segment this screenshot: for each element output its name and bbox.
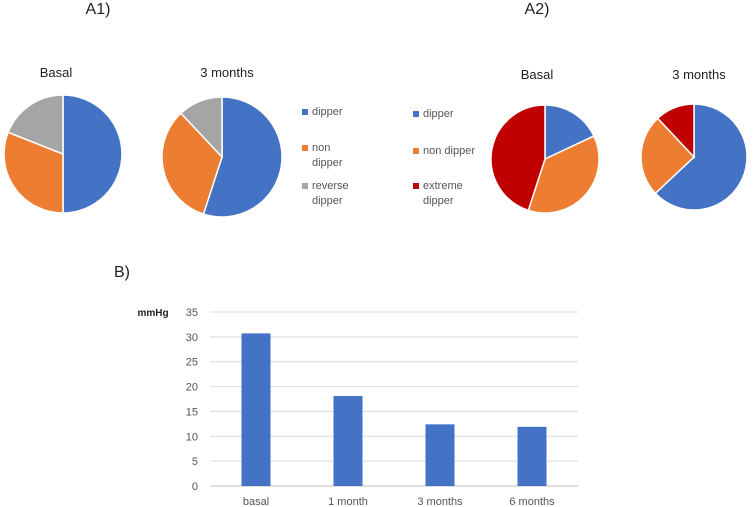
pie-title-a1-3-months: 3 months (200, 65, 254, 80)
legend-swatch-a2-non-dipper (413, 148, 419, 154)
pie-slice-a1-basal-reverse-dipper (7, 94, 64, 156)
bar-basal (241, 333, 271, 486)
panel-label-a2: A2) (525, 1, 550, 18)
pie-slice-a1-3-months-dipper (202, 96, 283, 218)
pie-slice-a2-basal-non-dipper (527, 135, 600, 214)
legend-label-a2-extreme-dipper-line-1: extreme (423, 180, 463, 192)
legend-label-a2-non-dipper: non dipper (423, 145, 475, 157)
legend-label-a1-reverse-dipper-line-1: reverse (312, 180, 349, 192)
pie-slice-a1-basal-non-dipper (3, 131, 64, 214)
legend-swatch-a2-dipper (413, 111, 419, 117)
pie-slice-a2-3-months-extreme-dipper (656, 103, 695, 159)
y-tick-label-15: 15 (186, 406, 198, 418)
pie-slice-a1-basal-dipper (62, 94, 123, 214)
legend-a2: dipper non dipper extreme dipper (413, 108, 475, 207)
pie-slice-a2-basal-extreme-dipper (490, 104, 546, 212)
pie-slice-a2-3-months-non-dipper (640, 117, 696, 195)
pie-slice-a2-3-months-dipper (654, 103, 748, 211)
panel-label-b: B) (114, 264, 130, 281)
legends: dipper non dipper reverse dipper dipper non di… (302, 106, 475, 207)
bar-3-months (425, 424, 455, 486)
x-tick-label-basal: basal (243, 496, 269, 507)
legend-swatch-a1-reverse-dipper (302, 183, 308, 189)
x-tick-label-6-months: 6 months (509, 496, 555, 507)
legend-label-a1-non-dipper-line-1: non (312, 142, 330, 154)
pie-a2-3-months: 3 months (640, 67, 748, 211)
legend-label-a1-dipper: dipper (312, 106, 343, 118)
pie-a2-basal: Basal (490, 67, 600, 214)
pie-slice-a2-basal-dipper (544, 104, 595, 161)
legend-label-a1-reverse-dipper-line-2: dipper (312, 195, 343, 207)
y-tick-label-10: 10 (186, 431, 198, 443)
pie-slice-a1-3-months-non-dipper (161, 112, 223, 216)
x-tick-label-3-months: 3 months (417, 496, 463, 507)
legend-label-a1-non-dipper-line-2: dipper (312, 157, 343, 169)
pie-title-a1-basal: Basal (40, 65, 73, 80)
y-tick-label-30: 30 (186, 332, 198, 344)
pie-slice-a1-3-months-reverse-dipper (179, 96, 223, 159)
y-tick-label-35: 35 (186, 307, 198, 319)
bar-1-month (333, 396, 363, 486)
pie-title-a2-3-months: 3 months (672, 67, 726, 82)
y-tick-label-20: 20 (186, 382, 198, 394)
y-tick-label-25: 25 (186, 357, 198, 369)
pie-title-a2-basal: Basal (521, 67, 554, 82)
y-axis-label: mmHg (137, 308, 168, 319)
panel-label-a1: A1) (86, 1, 111, 18)
legend-swatch-a1-dipper (302, 109, 308, 115)
y-tick-label-0: 0 (192, 481, 198, 493)
legend-label-a2-dipper: dipper (423, 108, 454, 120)
pie-a1-3-months: 3 months (161, 65, 283, 218)
y-tick-label-5: 5 (192, 456, 198, 468)
legend-swatch-a2-extreme-dipper (413, 183, 419, 189)
pie-a1-basal: Basal (3, 65, 123, 214)
bar-chart: mmHg 0 5 10 15 20 25 30 35 basal 1 month 3 months 6 … (137, 307, 578, 507)
legend-swatch-a1-non-dipper (302, 145, 308, 151)
x-tick-label-1-month: 1 month (328, 496, 368, 507)
bar-6-months (517, 426, 547, 486)
pie-charts: Basal 3 months Basal 3 months (3, 65, 748, 218)
legend-label-a2-extreme-dipper-line-2: dipper (423, 195, 454, 207)
legend-a1: dipper non dipper reverse dipper (302, 106, 349, 207)
